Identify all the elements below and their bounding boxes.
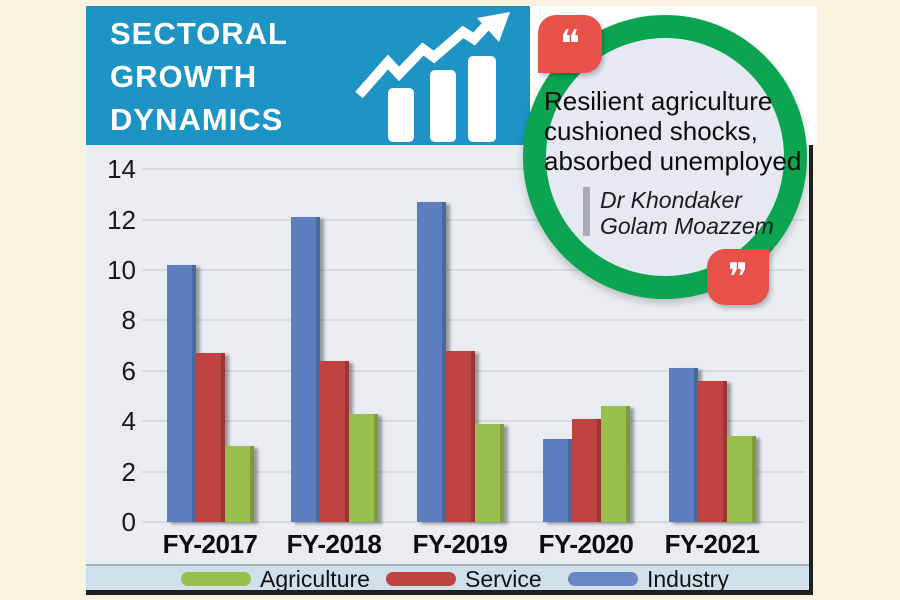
y-axis-tick-label: 8 — [121, 305, 136, 336]
legend-label: Service — [465, 566, 542, 592]
bar-agriculture-fy-2018 — [348, 414, 378, 522]
infographic-panel: SECTORAL GROWTH DYNAMICS Agriculture Serv… — [86, 6, 817, 595]
bar-agriculture-fy-2021 — [726, 436, 756, 522]
legend-swatch — [181, 572, 251, 586]
close-quote-icon: ❞ — [707, 249, 769, 305]
title-banner: SECTORAL GROWTH DYNAMICS — [86, 6, 530, 145]
y-axis-tick-label: 2 — [121, 456, 136, 487]
growth-chart-icon — [355, 12, 510, 142]
y-gridline — [142, 168, 805, 171]
attribution-line: Dr Khondaker — [600, 187, 742, 213]
bar-service-fy-2021 — [697, 381, 727, 522]
bar-agriculture-fy-2017 — [224, 446, 254, 522]
legend-swatch — [386, 572, 456, 586]
bar-industry-fy-2019 — [416, 202, 446, 522]
page-title-line: DYNAMICS — [110, 102, 284, 137]
x-axis-label: FY-2020 — [538, 529, 634, 559]
close-quote-glyph: ❞ — [727, 255, 749, 299]
bar-agriculture-fy-2020 — [600, 406, 630, 522]
open-quote-icon: ❝ — [538, 15, 602, 73]
bar-industry-fy-2017 — [166, 265, 196, 522]
open-quote-glyph: ❝ — [559, 22, 581, 66]
bar-service-fy-2018 — [319, 361, 349, 522]
page-title-line: GROWTH — [110, 59, 258, 94]
bar-service-fy-2017 — [195, 353, 225, 522]
legend-item-service: Service — [386, 566, 542, 592]
y-axis-tick-label: 14 — [107, 154, 136, 185]
attribution-line: Golam Moazzem — [600, 213, 774, 239]
legend-label: Industry — [647, 566, 729, 592]
y-gridline — [142, 319, 805, 322]
x-axis-label: FY-2021 — [664, 529, 760, 559]
chart-legend: Agriculture Service Industry — [86, 564, 809, 592]
x-axis-label: FY-2017 — [162, 529, 258, 559]
page-title: SECTORAL GROWTH DYNAMICS — [110, 12, 288, 141]
legend-item-industry: Industry — [568, 566, 729, 592]
quote-line: cushioned shocks, — [544, 116, 758, 146]
y-axis-tick-label: 12 — [107, 204, 136, 235]
y-axis-tick-label: 0 — [121, 507, 136, 537]
y-gridline — [142, 521, 805, 523]
y-axis-tick-label: 6 — [121, 355, 136, 386]
bar-service-fy-2019 — [445, 351, 475, 522]
bar-agriculture-fy-2019 — [474, 424, 504, 522]
legend-item-agriculture: Agriculture — [181, 566, 370, 592]
y-gridline — [142, 218, 805, 221]
panel-bottom-border — [86, 590, 813, 595]
bar-service-fy-2020 — [571, 419, 601, 522]
x-axis-label: FY-2019 — [412, 529, 508, 559]
bar-industry-fy-2018 — [290, 217, 320, 522]
quote-text: Resilient agriculture cushioned shocks, … — [544, 86, 801, 176]
attribution-name: Dr Khondaker Golam Moazzem — [600, 187, 774, 239]
panel-right-border — [809, 145, 813, 595]
quote-line: Resilient agriculture — [544, 86, 773, 116]
quote-attribution: Dr Khondaker Golam Moazzem — [583, 187, 774, 239]
quote-line: absorbed unemployed — [544, 146, 802, 176]
y-axis-tick-label: 10 — [107, 255, 136, 285]
bar-industry-fy-2020 — [542, 439, 572, 522]
page-title-line: SECTORAL — [110, 16, 288, 51]
x-axis-label: FY-2018 — [286, 529, 382, 559]
y-gridline — [142, 269, 805, 271]
bar-industry-fy-2021 — [668, 368, 698, 522]
legend-label: Agriculture — [260, 566, 370, 592]
legend-swatch — [568, 572, 638, 586]
attribution-divider — [583, 187, 590, 236]
y-axis-tick-label: 4 — [121, 406, 136, 437]
